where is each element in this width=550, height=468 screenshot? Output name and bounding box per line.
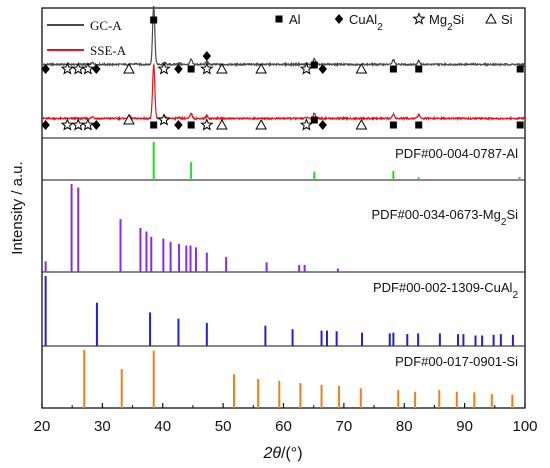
marker-gc-a-filled-square-0: [150, 16, 158, 24]
marker-sse-a-filled-diamond-4: [92, 120, 101, 130]
marker-gc-a-filled-square-9: [187, 65, 195, 73]
reference-sticks: [44, 142, 521, 408]
marker-gc-a-open-star-10: [200, 62, 214, 75]
legend-phase-label-1: CuAl2: [349, 12, 383, 33]
marker-gc-a-filled-square-20: [516, 65, 524, 73]
marker-gc-a-filled-square-18: [389, 65, 397, 73]
marker-gc-a-filled-diamond-5: [92, 64, 101, 74]
x-tick-label-30: 30: [94, 418, 111, 435]
marker-sse-a-filled-diamond-8: [174, 120, 183, 130]
marker-sse-a-open-triangle-11: [216, 118, 228, 130]
x-tick-label-40: 40: [154, 418, 171, 435]
x-tick-label-50: 50: [215, 418, 232, 435]
marker-sse-a-open-star-10: [200, 118, 214, 131]
legend-phase-label-2: Mg2Si: [429, 12, 464, 33]
marker-sse-a-filled-square-9: [187, 121, 195, 129]
marker-sse-a-open-triangle-5: [123, 113, 135, 125]
marker-sse-a-filled-square-6: [150, 121, 158, 129]
legend-symbol-open-triangle: [485, 12, 497, 24]
marker-gc-a-open-star-7: [157, 62, 171, 75]
marker-gc-a-open-star-14: [299, 62, 314, 75]
marker-sse-a-filled-diamond-0: [41, 120, 50, 130]
x-tick-label-20: 20: [34, 418, 51, 435]
marker-gc-a-open-triangle-6: [123, 62, 135, 74]
marker-sse-a-open-star-1: [60, 118, 75, 131]
marker-sse-a-open-star-13: [299, 118, 314, 131]
panel-separators: [42, 137, 525, 347]
reference-label-0: PDF#00-004-0787-Al: [395, 146, 518, 161]
marker-gc-a-filled-diamond-16: [318, 64, 327, 74]
marker-sse-a-open-star-2: [71, 118, 85, 131]
legend: GC-A SSE-A Al CuAl2 Mg2Si Si: [47, 12, 513, 58]
marker-sse-a-open-star-3: [81, 118, 95, 131]
legend-phase-label-3: Si: [501, 12, 513, 27]
x-tick-label-90: 90: [456, 418, 473, 435]
marker-sse-a-filled-square-19: [516, 121, 524, 129]
marker-sse-a-filled-square-17: [389, 121, 397, 129]
legend-symbol-filled-diamond: [334, 14, 344, 24]
marker-gc-a-open-triangle-12: [216, 62, 228, 74]
marker-gc-a-filled-diamond-1: [41, 64, 50, 74]
marker-gc-a-open-triangle-17: [355, 62, 368, 74]
marker-sse-a-open-triangle-16: [355, 118, 368, 130]
marker-sse-a-open-star-7: [157, 113, 171, 126]
x-tick-label-100: 100: [512, 418, 537, 435]
axes: 20 30 40 50 60 70 80 90 100 2θ/(°) Intensity / a.u…: [9, 161, 538, 462]
marker-gc-a-filled-square-19: [415, 65, 423, 73]
x-tick-label-80: 80: [396, 418, 413, 435]
x-axis-label: 2θ/(°): [262, 445, 302, 462]
reference-label-2: PDF#00-002-1309-CuAl2: [373, 280, 518, 301]
legend-phase-label-0: Al: [289, 12, 301, 27]
marker-sse-a-filled-square-18: [415, 121, 423, 129]
marker-gc-a-open-triangle-13: [255, 62, 268, 74]
legend-label-gc-a: GC-A: [90, 18, 122, 33]
marker-sse-a-filled-square-14: [310, 116, 318, 124]
marker-sse-a-open-triangle-12: [255, 118, 268, 130]
reference-label-3: PDF#00-017-0901-Si: [395, 354, 518, 369]
legend-label-sse-a: SSE-A: [90, 43, 127, 58]
legend-symbol-open-star: [412, 12, 426, 25]
reference-labels: PDF#00-004-0787-Al PDF#00-034-0673-Mg2Si P…: [372, 146, 519, 369]
x-tick-label-60: 60: [275, 418, 292, 435]
marker-gc-a-filled-square-15: [310, 61, 318, 69]
pattern-gc-a: [41, 5, 526, 68]
marker-gc-a-open-star-4: [81, 62, 95, 75]
x-tick-label-70: 70: [336, 418, 353, 435]
legend-symbol-filled-square: [275, 15, 283, 23]
phase-markers: [41, 16, 524, 131]
pattern-sse-a: [41, 62, 526, 122]
marker-gc-a-filled-diamond-11: [202, 51, 212, 61]
y-axis-label: Intensity / a.u.: [9, 161, 26, 254]
marker-gc-a-open-star-2: [60, 62, 75, 75]
marker-gc-a-filled-diamond-8: [174, 64, 183, 74]
diffraction-patterns: [41, 5, 526, 122]
marker-sse-a-filled-diamond-15: [318, 120, 327, 130]
reference-label-1: PDF#00-034-0673-Mg2Si: [372, 207, 519, 228]
